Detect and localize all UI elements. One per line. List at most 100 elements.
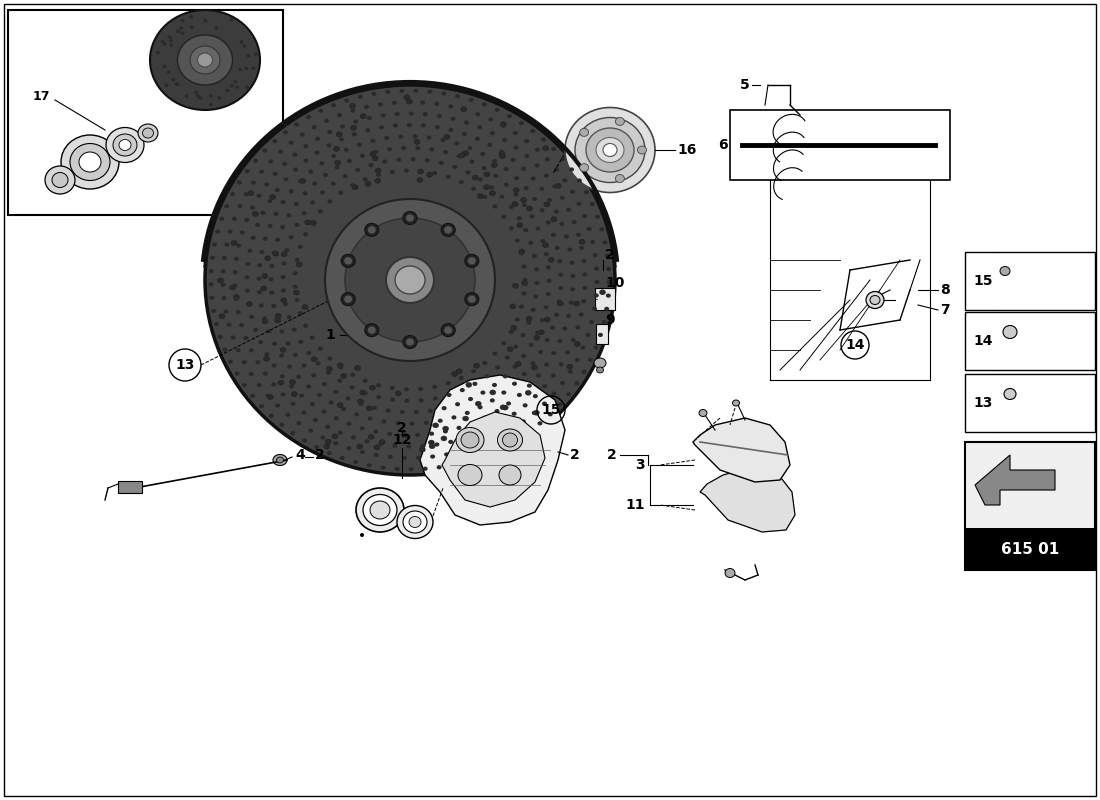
- Ellipse shape: [306, 384, 311, 389]
- Ellipse shape: [236, 243, 241, 248]
- Ellipse shape: [521, 265, 527, 269]
- Ellipse shape: [354, 366, 361, 370]
- Ellipse shape: [293, 271, 298, 275]
- Ellipse shape: [422, 466, 428, 471]
- Ellipse shape: [565, 350, 570, 354]
- Ellipse shape: [360, 450, 365, 454]
- Ellipse shape: [338, 378, 342, 382]
- Ellipse shape: [532, 254, 537, 258]
- Ellipse shape: [341, 374, 346, 378]
- Ellipse shape: [492, 162, 497, 167]
- Ellipse shape: [512, 202, 518, 206]
- Ellipse shape: [495, 409, 499, 413]
- Ellipse shape: [290, 402, 296, 406]
- Ellipse shape: [420, 101, 426, 105]
- Ellipse shape: [282, 162, 287, 166]
- Ellipse shape: [474, 363, 480, 368]
- Ellipse shape: [441, 436, 447, 441]
- Ellipse shape: [576, 178, 582, 182]
- Ellipse shape: [543, 174, 549, 178]
- Ellipse shape: [560, 196, 564, 200]
- Ellipse shape: [318, 210, 323, 214]
- Ellipse shape: [482, 166, 486, 170]
- Text: 11: 11: [626, 498, 645, 512]
- Ellipse shape: [544, 157, 550, 162]
- Ellipse shape: [406, 338, 414, 346]
- Ellipse shape: [536, 374, 541, 378]
- Ellipse shape: [172, 78, 175, 82]
- Ellipse shape: [344, 295, 352, 303]
- Ellipse shape: [372, 156, 378, 161]
- Ellipse shape: [574, 381, 580, 386]
- Ellipse shape: [593, 253, 597, 258]
- Ellipse shape: [60, 135, 119, 189]
- Ellipse shape: [535, 330, 540, 335]
- Ellipse shape: [302, 305, 308, 310]
- Ellipse shape: [258, 303, 264, 307]
- Ellipse shape: [289, 380, 296, 385]
- Ellipse shape: [434, 102, 439, 106]
- Text: 15: 15: [541, 403, 561, 417]
- Ellipse shape: [587, 358, 593, 362]
- Ellipse shape: [462, 132, 466, 136]
- Ellipse shape: [282, 262, 287, 266]
- Ellipse shape: [376, 383, 381, 387]
- Ellipse shape: [334, 166, 340, 170]
- Ellipse shape: [283, 302, 288, 306]
- Ellipse shape: [264, 182, 270, 186]
- Ellipse shape: [371, 138, 375, 143]
- Ellipse shape: [440, 138, 446, 142]
- Ellipse shape: [275, 317, 279, 321]
- Ellipse shape: [513, 283, 518, 289]
- Ellipse shape: [326, 425, 330, 429]
- Ellipse shape: [446, 174, 451, 179]
- Ellipse shape: [298, 179, 302, 183]
- Polygon shape: [693, 418, 790, 482]
- Ellipse shape: [246, 54, 250, 58]
- Ellipse shape: [261, 210, 265, 215]
- Ellipse shape: [506, 402, 512, 406]
- Ellipse shape: [221, 282, 226, 287]
- Ellipse shape: [327, 366, 332, 371]
- Ellipse shape: [463, 440, 470, 446]
- Ellipse shape: [418, 169, 424, 173]
- Ellipse shape: [230, 192, 235, 196]
- Ellipse shape: [346, 159, 352, 163]
- Ellipse shape: [590, 320, 594, 324]
- Ellipse shape: [459, 376, 464, 380]
- Ellipse shape: [345, 218, 475, 342]
- Ellipse shape: [265, 394, 271, 398]
- Ellipse shape: [491, 450, 495, 454]
- Ellipse shape: [471, 369, 476, 374]
- Ellipse shape: [475, 431, 480, 436]
- Ellipse shape: [205, 85, 615, 475]
- Ellipse shape: [521, 291, 527, 295]
- Ellipse shape: [456, 369, 462, 374]
- Ellipse shape: [441, 223, 455, 236]
- Ellipse shape: [338, 430, 343, 434]
- Ellipse shape: [196, 94, 200, 98]
- Ellipse shape: [392, 101, 397, 105]
- Ellipse shape: [363, 378, 367, 383]
- Ellipse shape: [275, 318, 280, 323]
- Ellipse shape: [415, 433, 420, 437]
- Ellipse shape: [242, 360, 246, 364]
- Ellipse shape: [513, 365, 517, 369]
- Ellipse shape: [224, 204, 229, 208]
- Ellipse shape: [275, 403, 280, 408]
- Ellipse shape: [341, 254, 355, 267]
- Ellipse shape: [410, 157, 416, 162]
- Ellipse shape: [298, 311, 302, 315]
- Ellipse shape: [477, 405, 483, 410]
- Ellipse shape: [304, 158, 308, 162]
- Ellipse shape: [528, 241, 534, 245]
- Ellipse shape: [279, 422, 284, 427]
- Ellipse shape: [477, 178, 483, 182]
- Ellipse shape: [210, 256, 214, 260]
- Ellipse shape: [452, 165, 458, 169]
- Ellipse shape: [233, 294, 240, 300]
- Ellipse shape: [240, 40, 243, 43]
- Ellipse shape: [393, 123, 398, 128]
- Ellipse shape: [594, 280, 600, 284]
- Ellipse shape: [296, 262, 303, 267]
